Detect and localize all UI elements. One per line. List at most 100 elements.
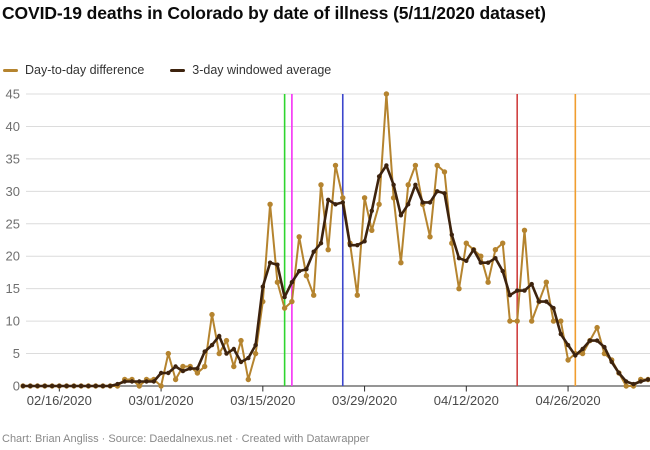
data-point[interactable] — [493, 256, 498, 261]
data-point[interactable] — [93, 383, 98, 389]
data-point[interactable] — [427, 200, 433, 205]
data-point[interactable] — [151, 379, 156, 384]
data-point[interactable] — [172, 376, 179, 383]
data-point[interactable] — [514, 318, 520, 324]
data-point[interactable] — [129, 379, 135, 384]
data-point[interactable] — [536, 299, 542, 304]
data-point[interactable] — [405, 182, 411, 188]
data-point[interactable] — [296, 234, 302, 240]
data-point[interactable] — [369, 208, 374, 213]
data-point[interactable] — [406, 202, 411, 207]
data-point[interactable] — [645, 377, 650, 382]
data-point[interactable] — [624, 379, 629, 384]
data-point[interactable] — [238, 337, 244, 344]
data-point[interactable] — [42, 383, 47, 389]
data-point[interactable] — [311, 249, 316, 254]
data-point[interactable] — [318, 182, 324, 188]
data-point[interactable] — [412, 162, 419, 169]
data-point[interactable] — [449, 232, 454, 237]
data-point[interactable] — [427, 234, 433, 240]
data-point[interactable] — [340, 195, 346, 201]
data-point[interactable] — [413, 182, 418, 187]
data-point[interactable] — [209, 342, 215, 348]
data-point[interactable] — [355, 243, 360, 248]
data-point[interactable] — [435, 189, 440, 194]
data-point[interactable] — [78, 383, 84, 389]
data-point[interactable] — [217, 333, 222, 339]
data-point[interactable] — [420, 200, 425, 205]
data-point[interactable] — [485, 279, 491, 285]
data-point[interactable] — [463, 240, 469, 246]
data-point[interactable] — [216, 350, 222, 357]
data-point[interactable] — [49, 383, 55, 389]
data-point[interactable] — [390, 195, 397, 201]
data-point[interactable] — [376, 174, 382, 179]
data-point[interactable] — [507, 318, 513, 324]
data-point[interactable] — [166, 370, 171, 376]
data-point[interactable] — [616, 370, 622, 376]
data-point[interactable] — [332, 162, 339, 169]
data-point[interactable] — [383, 91, 390, 97]
data-point[interactable] — [202, 349, 207, 354]
data-point[interactable] — [340, 200, 345, 205]
data-point[interactable] — [136, 383, 142, 389]
data-point[interactable] — [347, 243, 353, 248]
data-point[interactable] — [137, 379, 142, 384]
data-point[interactable] — [224, 351, 229, 356]
data-point[interactable] — [209, 311, 215, 318]
data-point[interactable] — [456, 286, 462, 292]
data-point[interactable] — [188, 366, 193, 371]
data-point[interactable] — [303, 273, 310, 279]
data-point[interactable] — [158, 370, 164, 376]
data-point[interactable] — [354, 292, 360, 298]
data-point[interactable] — [551, 305, 556, 311]
data-point[interactable] — [28, 383, 33, 389]
data-point[interactable] — [281, 305, 288, 311]
data-point[interactable] — [325, 247, 331, 253]
data-point[interactable] — [260, 284, 265, 289]
data-point[interactable] — [195, 366, 200, 371]
data-point[interactable] — [594, 324, 600, 331]
data-point[interactable] — [558, 331, 563, 337]
data-point[interactable] — [515, 288, 520, 293]
data-point[interactable] — [20, 383, 26, 389]
data-point[interactable] — [202, 363, 208, 370]
data-point[interactable] — [369, 227, 375, 233]
data-point[interactable] — [108, 383, 113, 389]
data-point[interactable] — [573, 353, 578, 358]
data-point[interactable] — [289, 280, 295, 285]
data-point[interactable] — [500, 268, 505, 274]
data-point[interactable] — [391, 182, 396, 187]
data-point[interactable] — [333, 202, 338, 207]
data-point[interactable] — [529, 318, 535, 324]
data-point[interactable] — [326, 197, 331, 202]
data-point[interactable] — [194, 370, 201, 376]
data-point[interactable] — [297, 268, 302, 274]
data-point[interactable] — [609, 359, 614, 365]
data-point[interactable] — [398, 213, 404, 218]
data-point[interactable] — [100, 383, 106, 389]
data-point[interactable] — [631, 381, 636, 387]
data-point[interactable] — [550, 318, 557, 324]
data-point[interactable] — [478, 260, 483, 265]
data-point[interactable] — [267, 260, 273, 265]
data-point[interactable] — [478, 253, 484, 259]
data-point[interactable] — [522, 288, 527, 293]
data-point[interactable] — [565, 357, 571, 363]
data-point[interactable] — [173, 364, 178, 369]
data-point[interactable] — [144, 379, 149, 384]
data-point[interactable] — [86, 383, 91, 389]
data-point[interactable] — [231, 363, 237, 370]
data-point[interactable] — [180, 363, 186, 370]
data-point[interactable] — [282, 294, 287, 300]
data-point[interactable] — [361, 195, 368, 201]
data-point[interactable] — [543, 279, 549, 285]
data-point[interactable] — [623, 383, 629, 389]
data-point[interactable] — [115, 381, 120, 387]
data-point[interactable] — [441, 169, 448, 175]
data-point[interactable] — [35, 383, 40, 389]
data-point[interactable] — [456, 256, 462, 261]
data-point[interactable] — [558, 318, 564, 324]
data-point[interactable] — [579, 350, 586, 357]
data-point[interactable] — [376, 201, 382, 207]
